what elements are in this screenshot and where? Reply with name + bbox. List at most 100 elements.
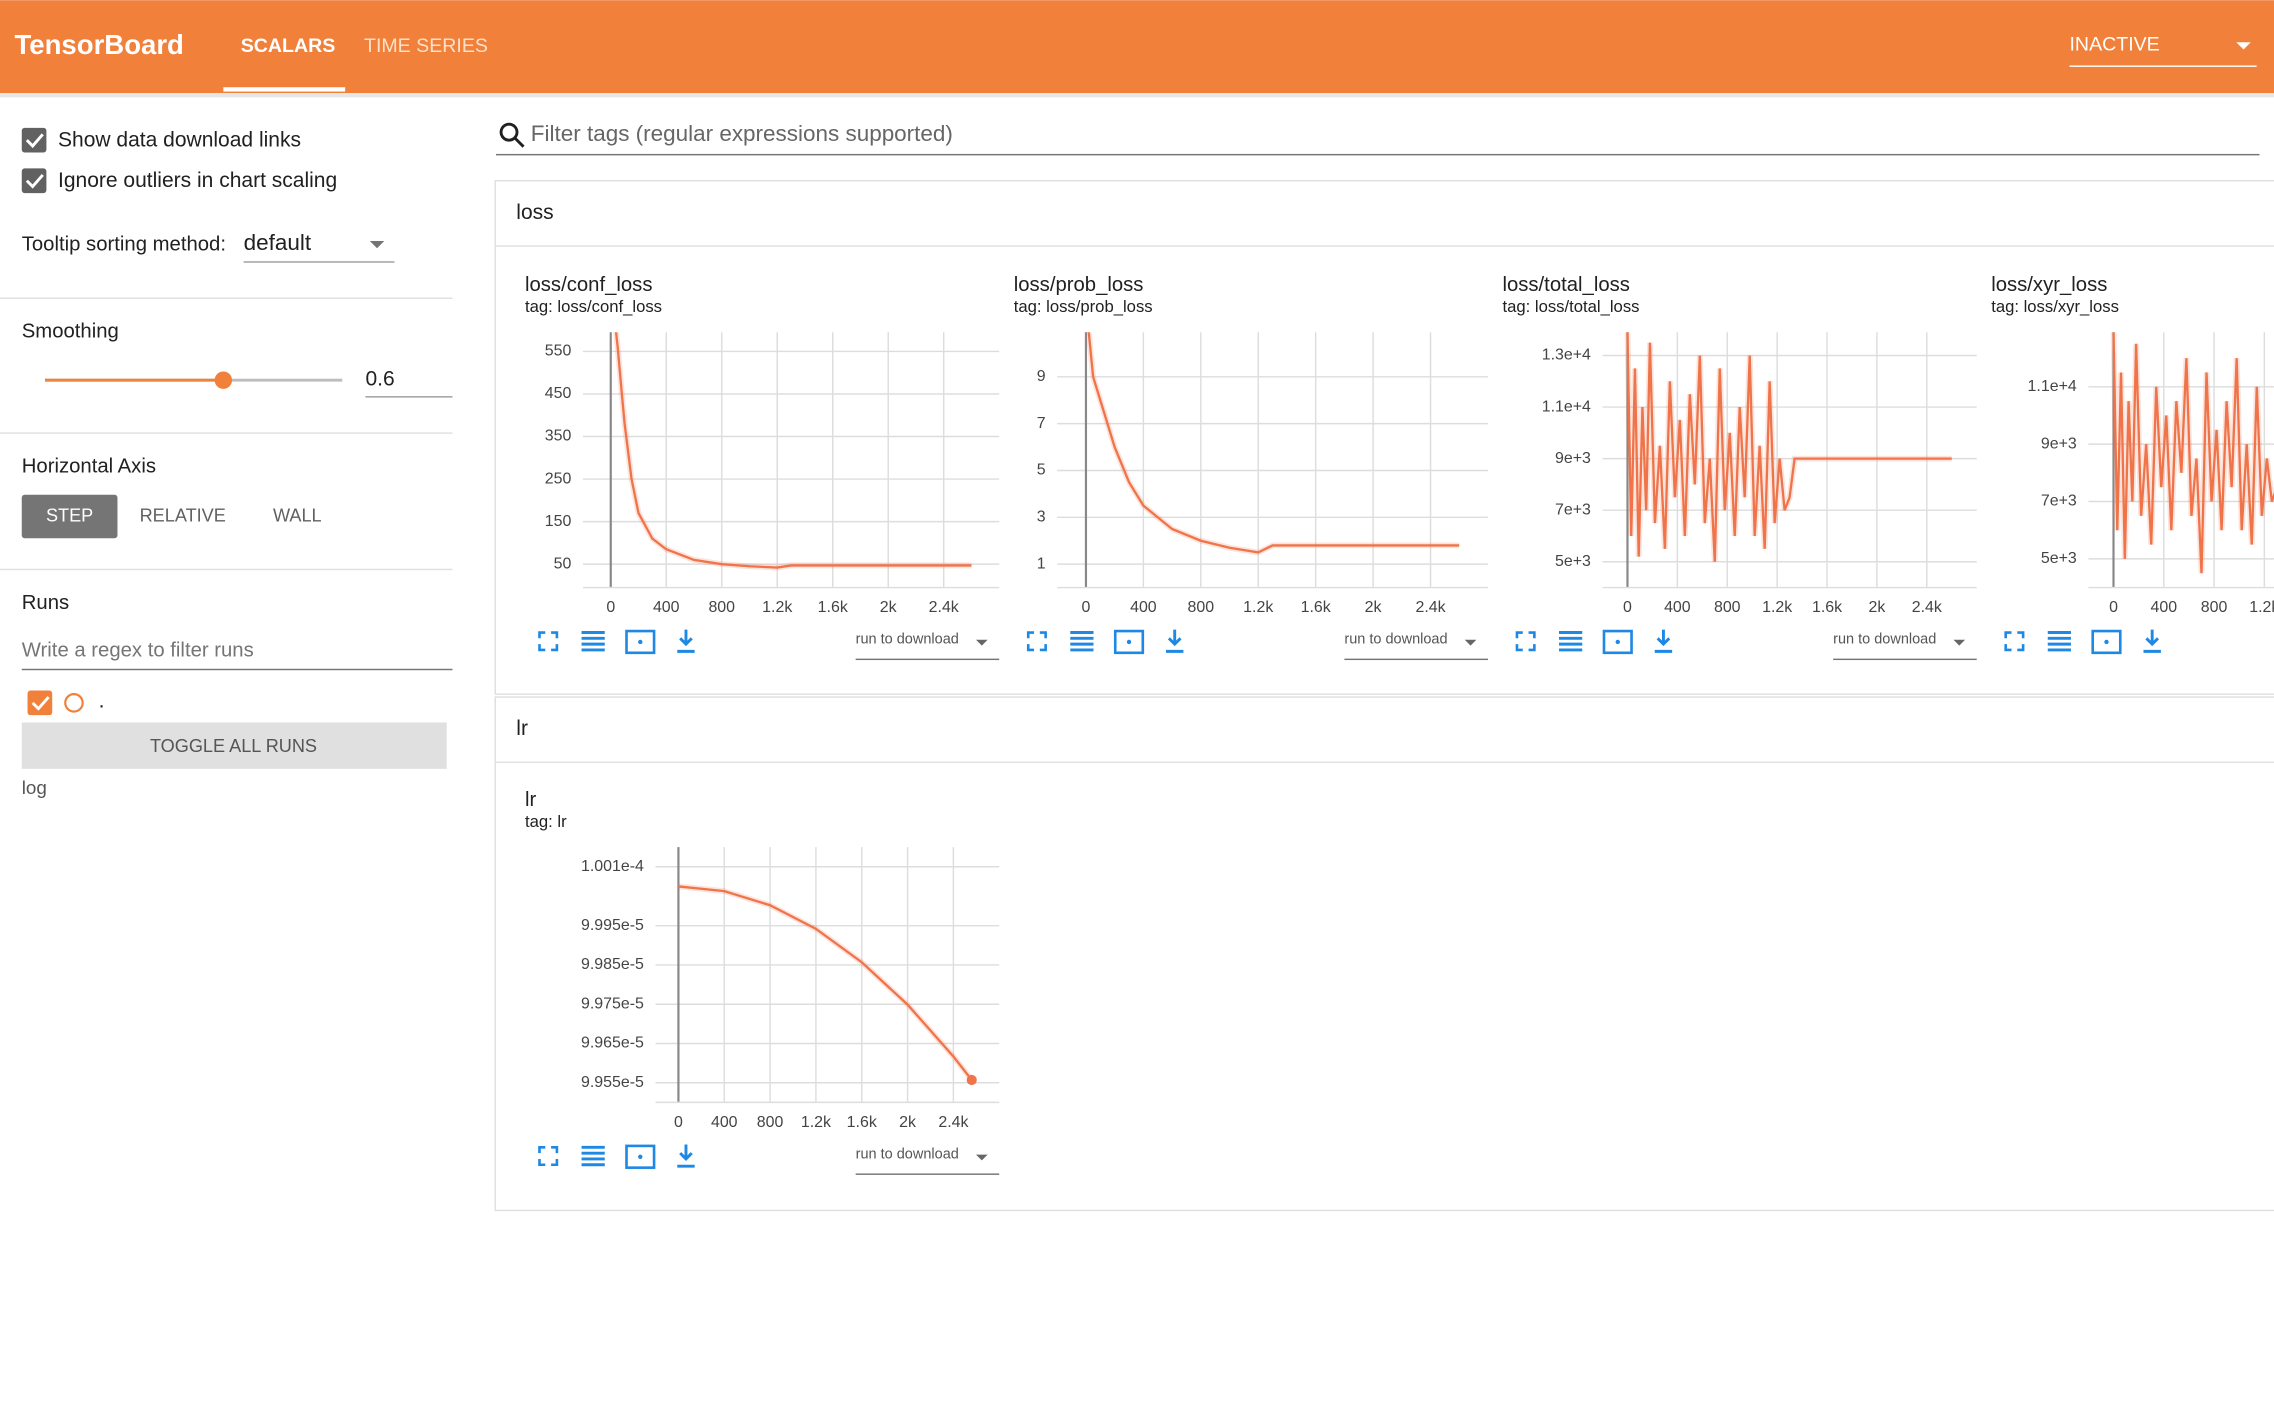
chart-title: loss/conf_loss	[525, 274, 652, 296]
tag-filter[interactable]: Filter tags (regular expressions support…	[531, 121, 953, 146]
fullscreen-icon[interactable]	[538, 631, 559, 652]
x-tick-label: 0	[1082, 599, 1091, 616]
y-tick-label: 1.1e+4	[1542, 398, 1591, 415]
x-tick-label: 400	[711, 1114, 738, 1131]
checkmark	[31, 696, 50, 711]
chart-toolbar	[538, 629, 695, 655]
fit-icon[interactable]	[1602, 629, 1633, 655]
download-select[interactable]: run to download	[1833, 632, 1936, 648]
group-card	[494, 180, 2274, 695]
y-tick-label: 1.3e+4	[1542, 347, 1591, 364]
fullscreen-icon[interactable]	[538, 1146, 559, 1167]
x-tick-label: 1.2k	[2249, 599, 2274, 616]
input-underline	[21, 668, 453, 671]
toggle-button[interactable]	[21, 722, 447, 769]
series-line	[678, 885, 973, 1081]
chart-title: lr	[525, 789, 537, 811]
fit-icon[interactable]	[1113, 629, 1145, 655]
log-scale-icon[interactable]	[581, 631, 605, 652]
log-dir: log	[22, 777, 47, 798]
checkbox-label: Ignore outliers in chart scaling	[58, 169, 337, 192]
fit-icon-dot	[2104, 639, 2109, 645]
top-bar-shadow	[0, 93, 2274, 98]
y-tick-label: 3	[1037, 509, 1046, 526]
x-tick-label: 1.2k	[1243, 599, 1273, 616]
log-scale-icon[interactable]	[2047, 631, 2071, 652]
x-tick-label: 1.6k	[1301, 599, 1331, 616]
run-color[interactable]	[64, 693, 84, 713]
dropdown-caret	[2236, 42, 2251, 50]
checkbox[interactable]	[21, 127, 47, 153]
y-tick-label: 5	[1037, 462, 1046, 479]
fullscreen-icon[interactable]	[2004, 631, 2025, 652]
group-name[interactable]: loss	[516, 201, 553, 224]
y-tick-label: 9.995e-5	[581, 917, 644, 934]
select-underline	[855, 658, 1000, 661]
axis-option: STEP	[46, 505, 93, 525]
download-icon[interactable]	[1166, 629, 1184, 653]
x-tick-label: 800	[2201, 599, 2228, 616]
fit-icon[interactable]	[625, 629, 656, 655]
fit-icon[interactable]	[625, 1144, 656, 1169]
download-icon[interactable]	[677, 629, 695, 653]
x-tick-label: 800	[1188, 599, 1215, 616]
fullscreen-icon[interactable]	[1026, 631, 1047, 652]
y-tick-label: 350	[545, 428, 572, 445]
active-tab-indicator	[223, 87, 346, 92]
y-tick-label: 450	[545, 385, 572, 402]
search-icon	[499, 122, 519, 142]
checkmark	[25, 133, 44, 149]
slider-knob[interactable]	[214, 371, 233, 389]
fit-icon-dot	[1126, 639, 1132, 645]
select-underline	[243, 261, 395, 263]
y-tick-label: 1.1e+4	[2028, 378, 2077, 395]
tab-scalars[interactable]: SCALARS	[241, 35, 336, 57]
log-scale-icon[interactable]	[1559, 631, 1583, 652]
runs-filter[interactable]: Write a regex to filter runs	[22, 640, 254, 662]
chart-title: loss/total_loss	[1502, 274, 1629, 296]
chart-tag: tag: loss/prob_loss	[1014, 297, 1153, 316]
run-checkbox[interactable]	[27, 690, 53, 716]
x-tick-label: 2.4k	[1415, 599, 1445, 616]
y-tick-label: 7e+3	[2041, 493, 2077, 510]
series-line	[2112, 332, 2274, 574]
tooltip-select[interactable]: default	[244, 230, 312, 255]
series-line	[1087, 332, 1460, 554]
download-select[interactable]: run to download	[1344, 632, 1447, 648]
chart-toolbar	[2004, 629, 2161, 655]
axis-option[interactable]: RELATIVE	[140, 505, 226, 525]
checkbox[interactable]	[21, 168, 47, 194]
download-select[interactable]: run to download	[856, 632, 959, 648]
tab-time-series[interactable]: TIME SERIES	[364, 35, 488, 57]
fit-icon[interactable]	[2091, 629, 2122, 655]
download-select[interactable]: run to download	[856, 1146, 959, 1162]
axis-button-active[interactable]	[21, 494, 118, 539]
card-divider	[495, 245, 2274, 247]
group-name[interactable]: lr	[516, 717, 528, 740]
dropdown-caret	[1953, 639, 1966, 646]
download-icon[interactable]	[1654, 629, 1673, 653]
dropdown-caret	[369, 240, 385, 249]
input-underline	[495, 153, 2260, 156]
download-icon[interactable]	[2143, 629, 2161, 653]
download-icon[interactable]	[677, 1144, 695, 1168]
log-scale-icon[interactable]	[581, 1145, 605, 1167]
log-scale-icon[interactable]	[1070, 631, 1094, 652]
status-dropdown[interactable]: INACTIVE	[2070, 33, 2160, 55]
y-tick-label: 1	[1037, 555, 1046, 572]
fullscreen-icon[interactable]	[1515, 631, 1536, 652]
x-tick-label: 1.6k	[1812, 599, 1842, 616]
chart-tag: tag: loss/total_loss	[1502, 297, 1639, 316]
run-name: .	[99, 690, 105, 713]
toggle-label: TOGGLE ALL RUNS	[150, 736, 317, 756]
top-bar	[0, 0, 2274, 94]
dropdown-caret	[1464, 639, 1477, 646]
x-tick-label: 2.4k	[938, 1114, 968, 1131]
tooltip-label: Tooltip sorting method:	[22, 234, 226, 256]
checkbox-label: Show data download links	[58, 128, 301, 151]
smoothing-input[interactable]: 0.6	[365, 368, 394, 391]
x-tick-label: 1.2k	[1762, 599, 1792, 616]
x-tick-label: 1.6k	[818, 599, 848, 616]
axis-option[interactable]: WALL	[273, 505, 322, 525]
